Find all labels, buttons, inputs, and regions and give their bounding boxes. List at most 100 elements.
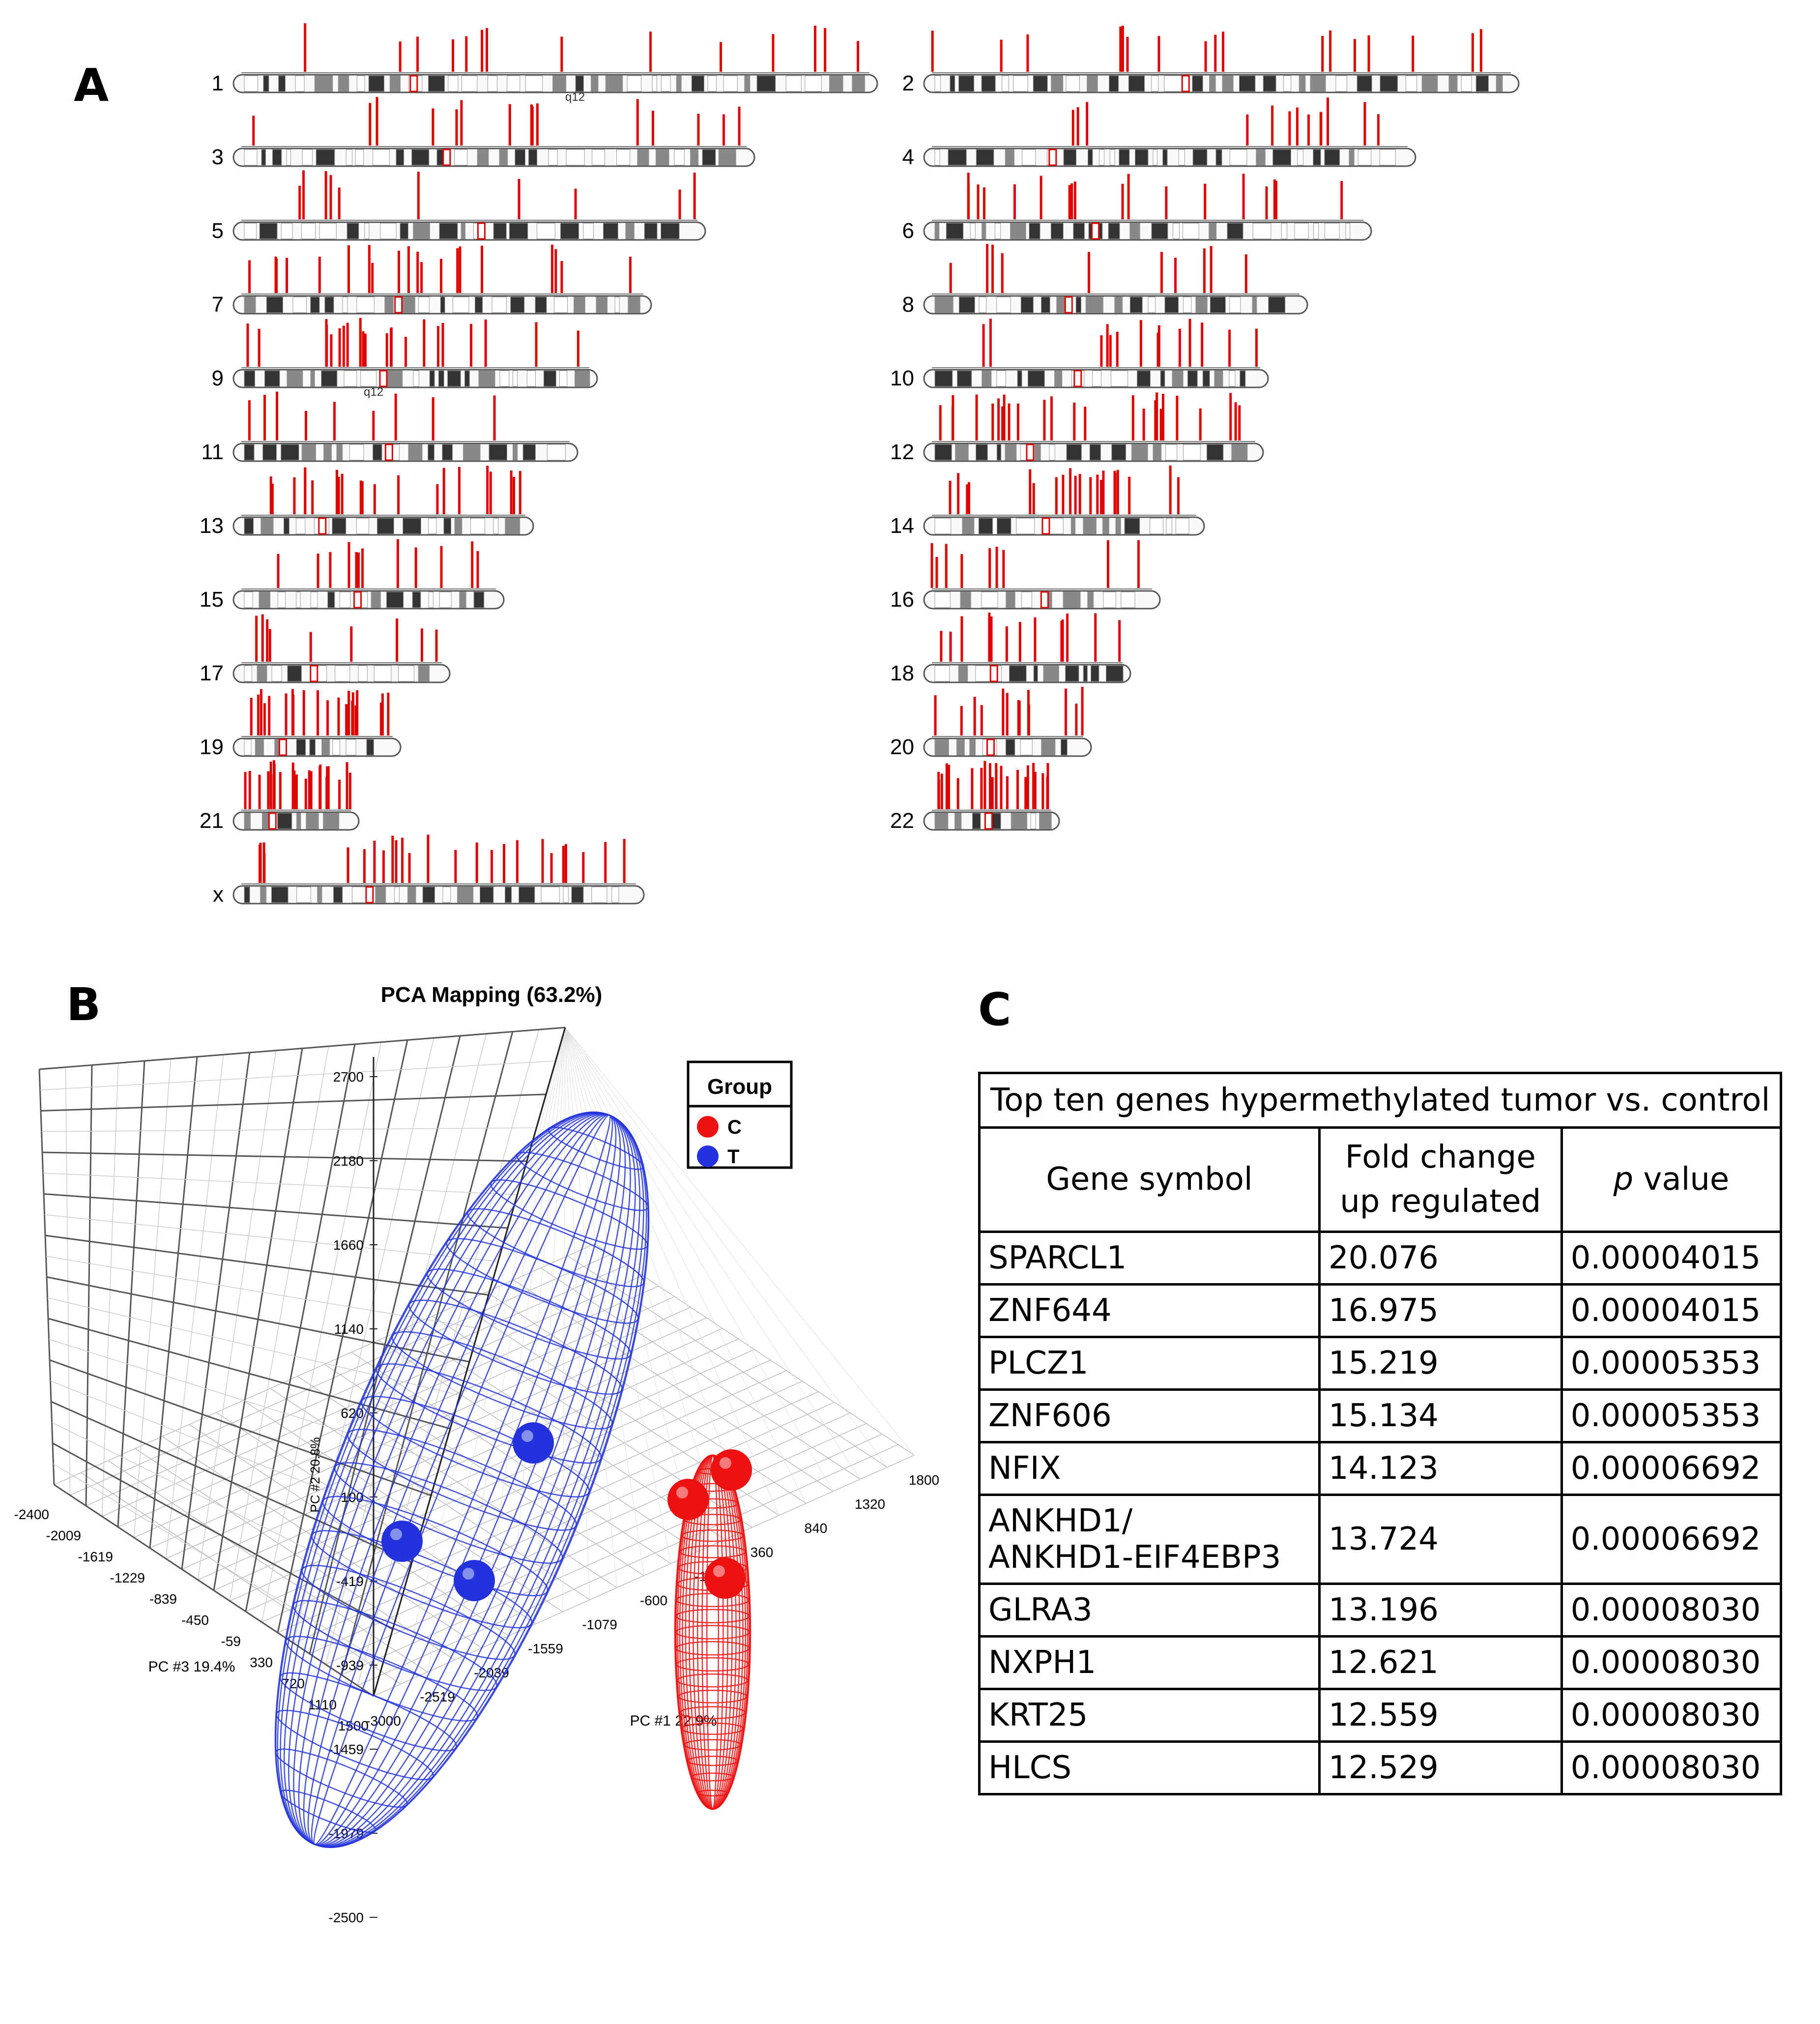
band [1297,149,1303,166]
band [591,886,607,903]
band [309,739,316,756]
data-point-T [454,1560,495,1601]
band [950,75,955,92]
band [1229,370,1236,387]
band [428,591,433,608]
band [934,296,953,313]
band [461,75,478,92]
band [1151,75,1159,92]
top-genes-table: Top ten genes hypermethylated tumor vs. … [978,1072,1783,1796]
grid-line [43,1173,518,1195]
band [1049,444,1055,461]
mesh-meridian [706,1454,720,1810]
band [1021,591,1032,608]
band [1083,665,1088,682]
band [955,444,969,461]
band [510,296,525,313]
band [1178,149,1185,166]
chromosome-1: 1 [212,23,878,95]
band [1010,223,1026,239]
grid-line [565,1027,915,1456]
table-row: PLCZ1 15.219 0.00005353 [978,1336,1783,1391]
grid-line [481,1027,566,1648]
band [1005,149,1015,166]
band [333,886,343,903]
centromere [318,517,327,535]
header-p-value: p value [1560,1126,1783,1233]
legend-entry-C: C [727,1116,742,1138]
band [1272,149,1291,166]
cell-fold-change: 20.076 [1318,1231,1563,1286]
band [1209,223,1217,239]
mesh-parallel [679,1545,747,1558]
mesh-parallel [548,1126,644,1170]
chromosome-label: 8 [902,293,914,317]
band [261,149,266,166]
grid-line [565,1027,861,1480]
band [1041,739,1056,756]
mesh-parallel [676,1593,750,1608]
band [302,149,313,166]
band [958,296,975,313]
band [507,75,520,92]
band [418,296,430,313]
band [981,75,996,92]
band [1087,75,1098,92]
band [244,813,251,829]
band [464,370,470,387]
band [1160,370,1165,387]
band [277,813,292,829]
band [513,370,518,387]
band [1089,444,1101,461]
band [244,75,258,92]
band [996,444,1002,461]
band [614,296,620,313]
band [442,886,451,903]
band [428,444,434,461]
centromere [379,370,388,387]
band [1060,739,1068,756]
band [310,296,320,313]
band [541,886,560,903]
mesh-parallel [275,1748,408,1808]
band [1073,223,1085,239]
band [396,149,404,166]
chromosome-label: 19 [200,735,224,759]
band [553,296,568,313]
band [264,370,280,387]
band [499,149,508,166]
band [1187,370,1198,387]
band [1020,296,1034,313]
centromere [278,738,287,756]
band [1214,370,1223,387]
band [1005,444,1017,461]
band [244,296,256,313]
z-tick-label: -2009 [46,1528,81,1543]
mesh-parallel [691,1772,735,1782]
data-point-C [667,1479,709,1520]
band [462,444,481,461]
band [548,149,558,166]
band [263,75,269,92]
band [412,591,421,608]
band [394,886,400,903]
legend: Group CT [687,1060,793,1169]
band [1039,813,1052,829]
chromosome-15: 15 [200,539,505,612]
chromosome-5: 5 [212,170,706,243]
x-tick-label: -1559 [528,1641,563,1656]
band [1124,518,1140,534]
grid-line [49,1339,441,1463]
band [1345,223,1351,239]
band [1172,370,1184,387]
table-header-row: Gene symbol Fold change up regulated p v… [978,1126,1783,1233]
band [1102,518,1109,534]
band [526,370,536,387]
band [1252,296,1257,313]
band [439,591,452,608]
band [283,518,289,534]
band [1005,739,1015,756]
data-point-C [711,1449,752,1491]
grid-line [42,1151,527,1162]
band [321,370,338,387]
